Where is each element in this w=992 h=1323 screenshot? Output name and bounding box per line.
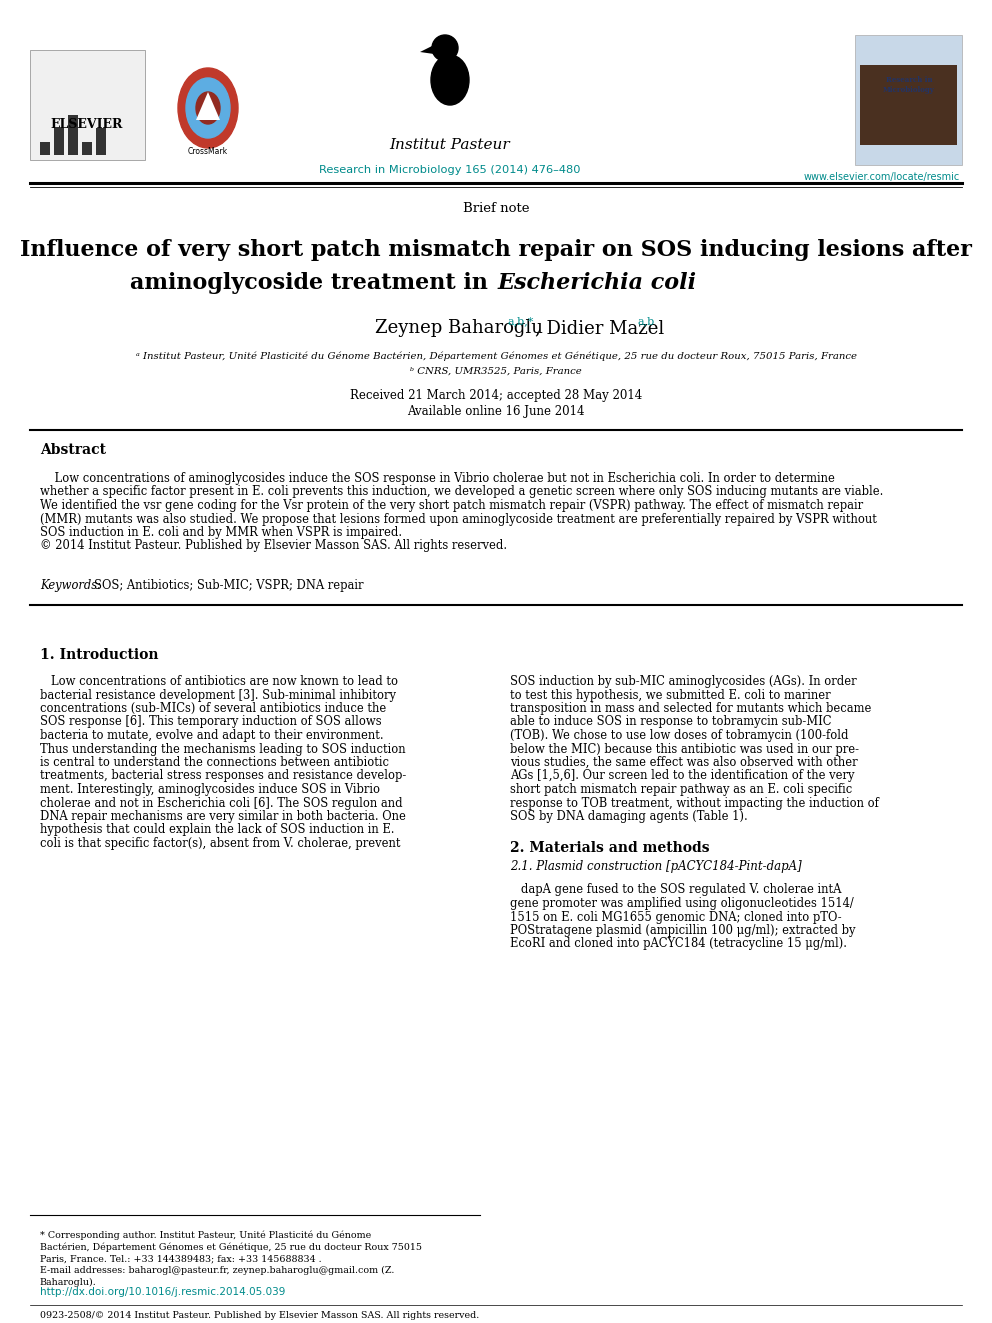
Bar	[855, 34, 962, 165]
Text: able to induce SOS in response to tobramycin sub-MIC: able to induce SOS in response to tobram…	[510, 716, 831, 729]
Text: gene promoter was amplified using oligonucleotides 1514/: gene promoter was amplified using oligon…	[510, 897, 854, 910]
Text: CrossMark: CrossMark	[187, 147, 228, 156]
Polygon shape	[196, 93, 220, 120]
Text: SOS response [6]. This temporary induction of SOS allows: SOS response [6]. This temporary inducti…	[40, 716, 382, 729]
Ellipse shape	[178, 67, 238, 148]
Text: 1. Introduction: 1. Introduction	[40, 648, 159, 662]
Text: transposition in mass and selected for mutants which became: transposition in mass and selected for m…	[510, 703, 871, 714]
Text: Institut Pasteur: Institut Pasteur	[390, 138, 510, 152]
Text: 2.1. Plasmid construction [pACYC184-Pint-dapA]: 2.1. Plasmid construction [pACYC184-Pint…	[510, 860, 802, 873]
Text: , Didier Mazel: , Didier Mazel	[535, 319, 665, 337]
Text: coli is that specific factor(s), absent from V. cholerae, prevent: coli is that specific factor(s), absent …	[40, 837, 401, 849]
Text: Thus understanding the mechanisms leading to SOS induction: Thus understanding the mechanisms leadin…	[40, 742, 406, 755]
Text: bacterial resistance development [3]. Sub-minimal inhibitory: bacterial resistance development [3]. Su…	[40, 688, 396, 701]
Text: Baharoglu).: Baharoglu).	[40, 1278, 97, 1287]
Text: POStratagene plasmid (ampicillin 100 μg/ml); extracted by: POStratagene plasmid (ampicillin 100 μg/…	[510, 923, 855, 937]
Text: Escherichia coli: Escherichia coli	[498, 273, 697, 294]
Text: SOS by DNA damaging agents (Table 1).: SOS by DNA damaging agents (Table 1).	[510, 810, 748, 823]
Text: short patch mismatch repair pathway as an E. coli specific: short patch mismatch repair pathway as a…	[510, 783, 852, 796]
Bar	[82, 142, 92, 155]
Text: We identified the vsr gene coding for the Vsr protein of the very short patch mi: We identified the vsr gene coding for th…	[40, 499, 863, 512]
Text: DNA repair mechanisms are very similar in both bacteria. One: DNA repair mechanisms are very similar i…	[40, 810, 406, 823]
Text: 1515 on E. coli MG1655 genomic DNA; cloned into pTO-: 1515 on E. coli MG1655 genomic DNA; clon…	[510, 910, 841, 923]
Text: Research in Microbiology 165 (2014) 476–480: Research in Microbiology 165 (2014) 476–…	[319, 165, 580, 175]
Text: ELSEVIER: ELSEVIER	[51, 119, 123, 131]
Text: Influence of very short patch mismatch repair on SOS inducing lesions after: Influence of very short patch mismatch r…	[20, 239, 972, 261]
Text: Bactérien, Département Génomes et Génétique, 25 rue du docteur Roux 75015: Bactérien, Département Génomes et Généti…	[40, 1242, 422, 1252]
Ellipse shape	[186, 78, 230, 138]
Text: * Corresponding author. Institut Pasteur, Unité Plasticité du Génome: * Corresponding author. Institut Pasteur…	[40, 1230, 371, 1240]
Bar	[68, 115, 78, 155]
Text: © 2014 Institut Pasteur. Published by Elsevier Masson SAS. All rights reserved.: © 2014 Institut Pasteur. Published by El…	[40, 540, 507, 553]
Text: below the MIC) because this antibiotic was used in our pre-: below the MIC) because this antibiotic w…	[510, 742, 859, 755]
Text: ment. Interestingly, aminoglycosides induce SOS in Vibrio: ment. Interestingly, aminoglycosides ind…	[40, 783, 380, 796]
Text: bacteria to mutate, evolve and adapt to their environment.: bacteria to mutate, evolve and adapt to …	[40, 729, 384, 742]
Ellipse shape	[196, 93, 220, 124]
Text: Keywords:: Keywords:	[40, 578, 101, 591]
Text: ᵃ Institut Pasteur, Unité Plasticité du Génome Bactérien, Département Génomes et: ᵃ Institut Pasteur, Unité Plasticité du …	[136, 351, 856, 361]
Text: Available online 16 June 2014: Available online 16 June 2014	[408, 405, 584, 418]
Text: cholerae and not in Escherichia coli [6]. The SOS regulon and: cholerae and not in Escherichia coli [6]…	[40, 796, 403, 810]
Text: vious studies, the same effect was also observed with other: vious studies, the same effect was also …	[510, 755, 858, 769]
Text: Abstract: Abstract	[40, 443, 106, 456]
Bar	[40, 142, 50, 155]
Text: SOS induction by sub-MIC aminoglycosides (AGs). In order: SOS induction by sub-MIC aminoglycosides…	[510, 675, 857, 688]
Text: Low concentrations of aminoglycosides induce the SOS response in Vibrio cholerae: Low concentrations of aminoglycosides in…	[40, 472, 835, 486]
Text: ᵇ CNRS, UMR3525, Paris, France: ᵇ CNRS, UMR3525, Paris, France	[410, 366, 582, 376]
Text: (TOB). We chose to use low doses of tobramycin (100-fold: (TOB). We chose to use low doses of tobr…	[510, 729, 848, 742]
Text: EcoRI and cloned into pACYC184 (tetracycline 15 μg/ml).: EcoRI and cloned into pACYC184 (tetracyc…	[510, 938, 847, 950]
Text: (MMR) mutants was also studied. We propose that lesions formed upon aminoglycosi: (MMR) mutants was also studied. We propo…	[40, 512, 877, 525]
Bar	[30, 50, 145, 160]
Text: Brief note: Brief note	[462, 201, 530, 214]
Bar	[96, 128, 106, 155]
Text: a,b,*: a,b,*	[508, 316, 535, 325]
Text: a,b: a,b	[638, 316, 656, 325]
Polygon shape	[420, 46, 434, 54]
Text: http://dx.doi.org/10.1016/j.resmic.2014.05.039: http://dx.doi.org/10.1016/j.resmic.2014.…	[40, 1287, 286, 1297]
Text: E-mail addresses: baharogl@pasteur.fr, zeynep.baharoglu@gmail.com (Z.: E-mail addresses: baharogl@pasteur.fr, z…	[40, 1266, 395, 1275]
Bar	[860, 65, 957, 146]
Text: concentrations (sub-MICs) of several antibiotics induce the: concentrations (sub-MICs) of several ant…	[40, 703, 386, 714]
Text: www.elsevier.com/locate/resmic: www.elsevier.com/locate/resmic	[804, 172, 960, 183]
Text: 0923-2508/© 2014 Institut Pasteur. Published by Elsevier Masson SAS. All rights : 0923-2508/© 2014 Institut Pasteur. Publi…	[40, 1311, 479, 1320]
Text: SOS; Antibiotics; Sub-MIC; VSPR; DNA repair: SOS; Antibiotics; Sub-MIC; VSPR; DNA rep…	[94, 578, 363, 591]
Text: response to TOB treatment, without impacting the induction of: response to TOB treatment, without impac…	[510, 796, 879, 810]
Circle shape	[432, 34, 458, 61]
Text: 2. Materials and methods: 2. Materials and methods	[510, 841, 709, 856]
Text: dapA gene fused to the SOS regulated V. cholerae intA: dapA gene fused to the SOS regulated V. …	[510, 884, 841, 897]
Text: hypothesis that could explain the lack of SOS induction in E.: hypothesis that could explain the lack o…	[40, 823, 395, 836]
Text: treatments, bacterial stress responses and resistance develop-: treatments, bacterial stress responses a…	[40, 770, 407, 782]
Text: Received 21 March 2014; accepted 28 May 2014: Received 21 March 2014; accepted 28 May …	[350, 389, 642, 401]
Text: whether a specific factor present in E. coli prevents this induction, we develop: whether a specific factor present in E. …	[40, 486, 883, 499]
Text: SOS induction in E. coli and by MMR when VSPR is impaired.: SOS induction in E. coli and by MMR when…	[40, 527, 402, 538]
Ellipse shape	[431, 56, 469, 105]
Text: is central to understand the connections between antibiotic: is central to understand the connections…	[40, 755, 389, 769]
Text: Paris, France. Tel.: +33 144389483; fax: +33 145688834 .: Paris, France. Tel.: +33 144389483; fax:…	[40, 1254, 321, 1263]
Text: Zeynep Baharoglu: Zeynep Baharoglu	[375, 319, 543, 337]
Text: Research in
Microbiology: Research in Microbiology	[883, 77, 934, 94]
Bar	[54, 128, 64, 155]
Text: Low concentrations of antibiotics are now known to lead to: Low concentrations of antibiotics are no…	[40, 675, 398, 688]
Text: aminoglycoside treatment in: aminoglycoside treatment in	[130, 273, 496, 294]
Text: to test this hypothesis, we submitted E. coli to mariner: to test this hypothesis, we submitted E.…	[510, 688, 830, 701]
Text: AGs [1,5,6]. Our screen led to the identification of the very: AGs [1,5,6]. Our screen led to the ident…	[510, 770, 854, 782]
